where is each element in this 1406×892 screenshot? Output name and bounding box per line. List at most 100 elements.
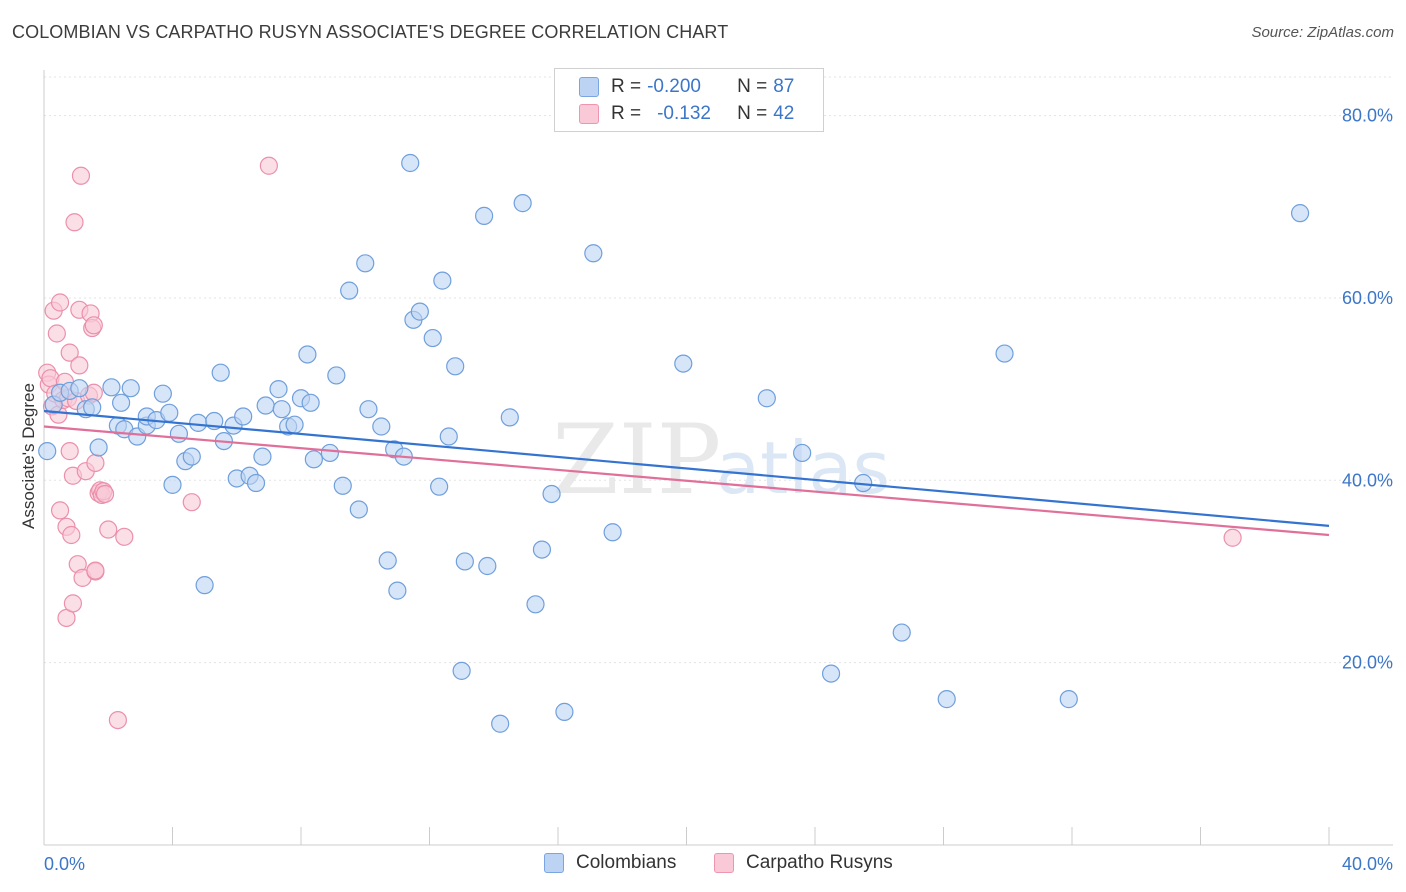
tick-labels: 20.0% 40.0% 60.0% 80.0% 0.0% 40.0% [44,106,1393,874]
colombian-point [937,690,956,709]
colombian-point [491,714,510,733]
legend-swatch-blue [579,77,599,97]
colombian-point [526,595,545,614]
correlation-legend: R = -0.200 N = 87 R = -0.132 N = 42 [554,68,824,132]
legend-n-value: 87 [773,76,795,97]
carpatho-rusyn-point [99,520,118,539]
colombian-point [500,408,519,427]
colombian-point [892,623,911,642]
colombian-point [102,378,121,397]
colombian-point [320,443,340,463]
y-tick-label: 80.0% [1342,106,1393,126]
colombian-point [475,206,494,225]
colombian-point [674,354,693,373]
colombian-point [70,379,89,398]
colombian-point [1059,690,1078,709]
bottom-legend-label: Colombians [576,852,677,873]
y-tick-label: 40.0% [1342,470,1393,490]
colombian-point [298,345,317,364]
carpatho-rusyn-point [115,527,134,546]
x-tick-label: 0.0% [44,854,85,874]
carpatho-rusyn-point [62,525,81,545]
bottom-legend-colombians: Colombians [544,852,676,874]
colombian-point [410,302,429,321]
colombian-point [584,244,603,263]
colombian-point [160,403,179,422]
colombian-point [555,702,574,721]
colombian-point [542,484,561,504]
chart-title: COLOMBIAN VS CARPATHO RUSYN ASSOCIATE'S … [12,22,729,42]
legend-r-value: -0.200 [647,76,701,97]
colombian-trend-line [43,409,1330,527]
carpatho-rusyn-point [50,293,70,312]
colombian-point [513,194,532,213]
carpatho-rusyn-point [60,343,79,362]
legend-n-value: 42 [773,103,795,124]
carpatho-rusyn-point [86,561,105,580]
legend-swatch-pink [579,104,599,124]
bottom-legend-swatch-blue [544,853,564,873]
colombian-point [378,551,397,570]
colombian-point [121,379,140,398]
carpatho-rusyn-point [60,442,79,461]
colombian-point [83,398,102,417]
carpatho-rusyn-point [1223,528,1242,547]
colombian-point [246,473,266,493]
legend-r-label: R = [611,76,642,97]
x-tick-label: 40.0% [1342,854,1393,874]
colombian-point [256,396,275,415]
trend-lines [43,409,1330,537]
colombian-point [333,476,352,495]
watermark-zip: ZIP [552,404,721,516]
carpatho-rusyn-point [108,710,127,730]
colombian-point [446,357,465,376]
grid-lines [44,76,1393,664]
y-axis-label: Associate's Degree [19,383,38,529]
carpatho-rusyn-point [70,356,89,375]
colombian-point [211,363,230,382]
carpatho-rusyn-point [95,484,115,504]
carpatho-rusyn-point [65,213,84,232]
colombian-point [182,447,201,466]
colombian-point [269,380,288,399]
carpatho-rusyn-point [47,324,66,343]
carpatho-rusyn-point [86,453,105,473]
colombian-point [285,415,304,434]
colombian-point [340,281,359,300]
colombian-point [356,254,375,273]
colombian-point [821,664,841,683]
colombian-point [304,450,323,469]
colombian-point [89,438,108,457]
colombian-point [478,556,497,576]
bottom-legend-label: Carpatho Rusyns [746,852,893,873]
colombian-point [111,393,131,412]
colombian-point [388,581,407,600]
colombian-point [169,424,189,443]
bottom-legend-swatch-pink [714,853,734,873]
legend-r-label: R = [611,103,642,124]
colombian-point [439,427,458,446]
colombian-point [253,447,272,466]
carpatho-rusyn-point [71,166,91,185]
colombian-point [195,576,214,595]
bottom-legend-carpatho-rusyns: Carpatho Rusyns [714,852,893,874]
carpatho-rusyn-trend-line [43,425,1330,537]
colombian-point [793,443,812,463]
carpatho-rusyn-point [63,594,83,613]
legend-row-carpatho-rusyns: R = -0.132 N = 42 [579,102,794,126]
colombian-point [455,552,474,571]
legend-r-value: -0.132 [657,103,711,124]
chart-source: Source: ZipAtlas.com [1251,24,1394,41]
colombian-point [452,661,471,680]
colombian-point [372,417,391,436]
colombian-point [272,400,291,419]
colombian-point [603,523,622,542]
y-tick-label: 60.0% [1342,288,1393,308]
colombian-point [757,389,776,408]
carpatho-rusyn-point [259,156,278,175]
colombian-point [163,475,182,494]
legend-n-label: N = [737,103,768,124]
colombian-point [153,384,172,403]
y-tick-label: 20.0% [1342,653,1393,673]
colombian-point [359,400,378,419]
